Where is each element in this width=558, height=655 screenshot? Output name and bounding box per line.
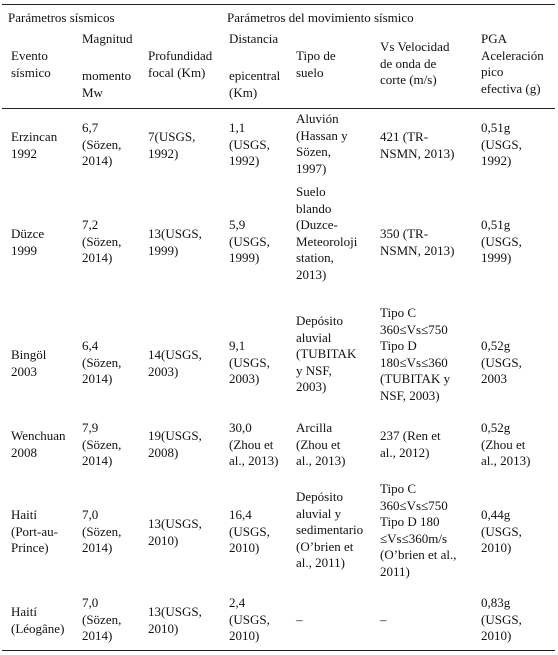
cell-magnitude: 6,7 (Sözen, 2014)	[82, 120, 122, 168]
cell-depth: 19(USGS, 2008)	[148, 428, 202, 460]
cell-event: Düzce 1999	[11, 226, 45, 258]
cell-pga: 0,52g (USGS, 2003	[481, 338, 522, 386]
cell-distance: 1,1 (USGS, 1992)	[229, 120, 270, 168]
cell-soil: Depósito aluvial (TUBITAK y NSF, 2003)	[296, 313, 357, 394]
col-header-event: Evento sísmico	[11, 48, 51, 80]
cell-soil: Arcilla (Zhou et al., 2013)	[296, 420, 346, 468]
col-header-magnitude-bottom: momento Mw	[82, 68, 132, 100]
cell-soil: –	[296, 612, 303, 627]
cell-depth: 13(USGS, 1999)	[148, 226, 202, 258]
cell-vs: Tipo C 360≤Vs≤750 Tipo D 180≤Vs≤360 (TUB…	[380, 305, 451, 403]
cell-pga: 0,51g (USGS, 1999)	[481, 217, 522, 265]
group-header-seismic: Parámetros sísmicos	[8, 10, 115, 25]
cell-magnitude: 7,2 (Sözen, 2014)	[82, 217, 122, 265]
col-header-magnitude-top: Magnitud	[82, 31, 133, 46]
cell-vs: 350 (TR- NSMN, 2013)	[380, 226, 455, 258]
cell-distance: 2,4 (USGS, 2010)	[229, 595, 270, 643]
cell-vs: –	[380, 612, 387, 627]
cell-magnitude: 6,4 (Sözen, 2014)	[82, 338, 122, 386]
cell-soil: Suelo blando (Duzce- Meteoroloji station…	[296, 184, 358, 282]
cell-event: Wenchuan 2008	[11, 428, 66, 460]
cell-event: Haití (Port-au- Prince)	[11, 507, 58, 555]
cell-magnitude: 7,0 (Sözen, 2014)	[82, 595, 122, 643]
cell-depth: 7(USGS, 1992)	[148, 129, 196, 161]
cell-soil: Depósito aluvial y sedimentario (O’brien…	[296, 489, 364, 570]
cell-pga: 0,52g (Zhou et al., 2013)	[481, 420, 531, 468]
cell-depth: 13(USGS, 2010)	[148, 604, 202, 636]
cell-soil: Aluvión (Hassan y Sözen, 1997)	[296, 111, 348, 176]
cell-magnitude: 7,9 (Sözen, 2014)	[82, 420, 122, 468]
cell-event: Haití (Léogâne)	[11, 604, 65, 636]
cell-pga: 0,51g (USGS, 1992)	[481, 120, 522, 168]
col-header-soil: Tipo de suelo	[296, 48, 336, 80]
cell-event: Bingöl 2003	[11, 347, 47, 379]
cell-depth: 13(USGS, 2010)	[148, 516, 202, 548]
cell-distance: 9,1 (USGS, 2003)	[229, 338, 270, 386]
col-header-depth: Profundidad focal (Km)	[148, 48, 213, 80]
rule-bottom	[2, 650, 555, 651]
cell-depth: 14(USGS, 2003)	[148, 347, 202, 379]
cell-pga: 0,44g (USGS, 2010)	[481, 507, 522, 555]
cell-vs: 237 (Ren et al., 2012)	[380, 428, 441, 460]
group-header-motion: Parámetros del movimiento sísmico	[227, 10, 414, 25]
cell-magnitude: 7,0 (Sözen, 2014)	[82, 507, 122, 555]
cell-event: Erzincan 1992	[11, 129, 58, 161]
rule-top	[2, 4, 555, 5]
cell-vs: 421 (TR- NSMN, 2013)	[380, 129, 455, 161]
col-header-distance-bottom: epicentral (Km)	[229, 68, 281, 100]
col-header-vs: Vs Velocidad de onda de corte (m/s)	[380, 39, 450, 87]
col-header-distance-top: Distancia	[229, 31, 279, 46]
cell-distance: 16,4 (USGS, 2010)	[229, 507, 270, 555]
cell-distance: 5,9 (USGS, 1999)	[229, 217, 270, 265]
rule-header-bottom	[2, 108, 555, 109]
col-header-pga: PGA Aceleración pico efectiva (g)	[481, 31, 544, 96]
cell-distance: 30,0 (Zhou et al., 2013)	[229, 420, 279, 468]
cell-vs: Tipo C 360≤Vs≤750 Tipo D 180 ≤Vs≤360m/s …	[380, 481, 457, 579]
cell-pga: 0,83g (USGS, 2010)	[481, 595, 522, 643]
